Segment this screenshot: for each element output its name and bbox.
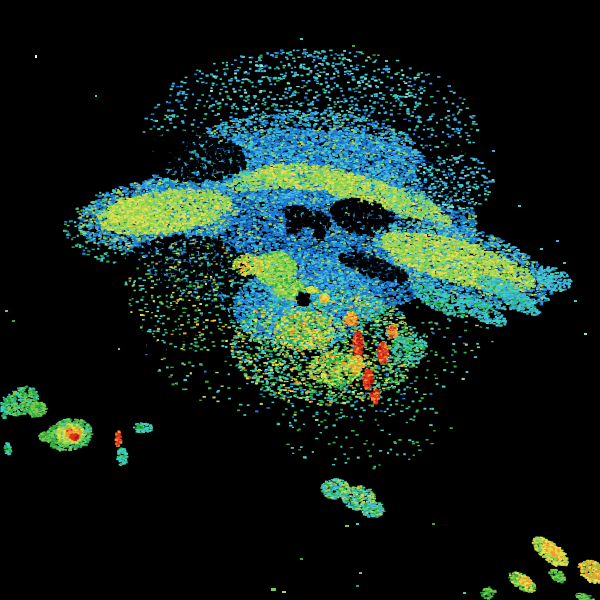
radar-reflectivity-canvas [0, 0, 600, 600]
radar-viewport [0, 0, 600, 600]
